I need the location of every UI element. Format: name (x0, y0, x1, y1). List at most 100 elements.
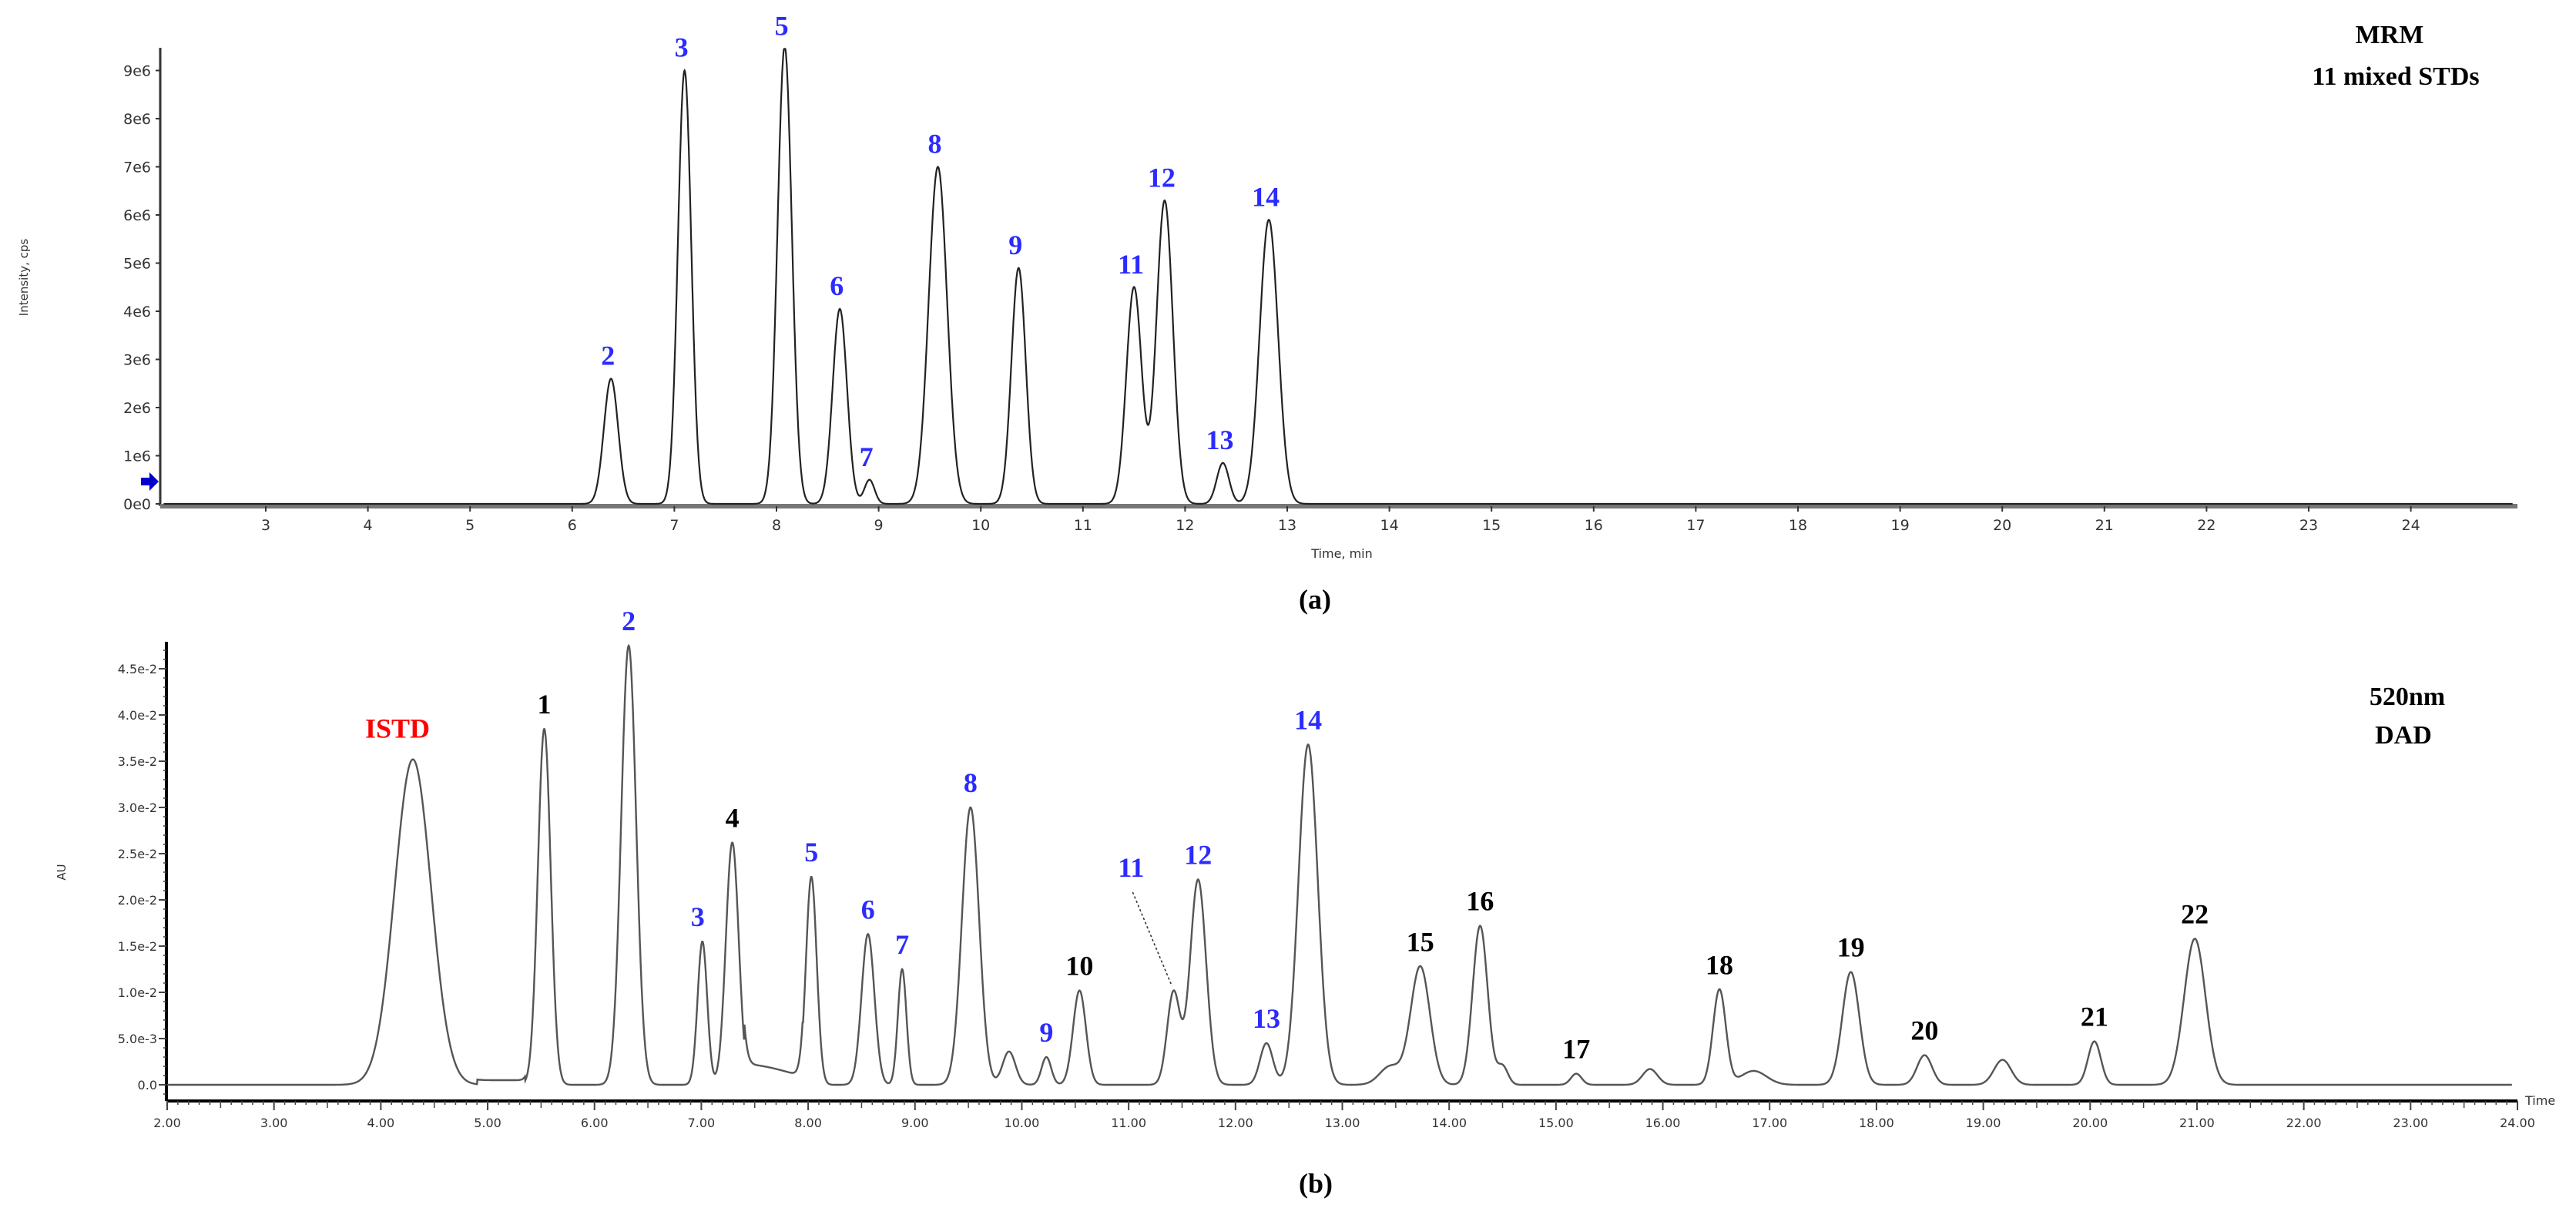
mrm-x-tick-label: 24 (2402, 517, 2420, 534)
dad-x-tick-label: 16.00 (1645, 1116, 1681, 1130)
dad-x-tick-label: 5.00 (474, 1116, 501, 1130)
dad-x-tick-label: 14.00 (1431, 1116, 1467, 1130)
mrm-peak-label: 7 (860, 441, 874, 472)
dad-peak-label: 4 (726, 803, 740, 834)
dad-peak-label: 6 (861, 894, 875, 925)
dad-y-tick-label: 1.0e-2 (118, 985, 157, 1000)
mrm-peak-label: 3 (675, 32, 689, 63)
dad-x-tick-label: 23.00 (2393, 1116, 2428, 1130)
dad-y-tick-label: 4.5e-2 (118, 662, 157, 676)
dad-x-tick-label: 3.00 (260, 1116, 288, 1130)
mrm-x-tick-label: 22 (2197, 517, 2215, 534)
mrm-peak-label: 5 (775, 10, 789, 41)
dad-peak-label: 14 (1294, 704, 1322, 735)
dad-peak-label: 1 (538, 689, 552, 720)
mrm-x-tick-label: 6 (568, 517, 577, 534)
mrm-x-tick-label: 5 (465, 517, 475, 534)
dad-x-tick-label: 8.00 (794, 1116, 822, 1130)
dad-y-tick-label: 0.0 (138, 1078, 157, 1092)
mrm-y-tick-label: 4e6 (123, 304, 151, 321)
dad-peak-label: 13 (1253, 1003, 1280, 1034)
dad-peak-label: 21 (2081, 1002, 2108, 1032)
dad-peak-label: 5 (804, 837, 818, 868)
mrm-peak-label: 6 (830, 270, 844, 301)
mrm-y-tick-label: 1e6 (123, 448, 151, 465)
mrm-x-tick-label: 3 (261, 517, 270, 534)
dad-peak-label: 16 (1466, 886, 1494, 917)
mrm-x-tick-label: 19 (1891, 517, 1910, 534)
dad-x-tick-label: 7.00 (688, 1116, 716, 1130)
dad-peak-label: 22 (2181, 898, 2209, 929)
mrm-x-tick-label: 9 (874, 517, 884, 534)
panel-a-label: (a) (1299, 584, 1331, 615)
dad-peak-label: 7 (895, 929, 909, 960)
mrm-peak-label: 14 (1252, 181, 1280, 212)
mrm-x-tick-label: 20 (1993, 517, 2011, 534)
dad-trace (167, 643, 2512, 1086)
mrm-x-tick-label: 17 (1686, 517, 1705, 534)
dad-x-tick-label: 6.00 (581, 1116, 609, 1130)
dad-x-tick-label: 13.00 (1325, 1116, 1360, 1130)
dad-y-tick-label: 4.0e-2 (118, 708, 157, 723)
mrm-subtitle: 11 mixed STDs (2312, 62, 2479, 91)
mrm-y-tick-label: 7e6 (123, 159, 151, 176)
mrm-y-axis-title: Intensity, cps (17, 239, 31, 317)
mrm-chromatogram-panel: 0e0 1e6 2e6 3e6 4e6 5e6 6e6 7e6 8e6 9e6 3 4 5 6 7 8 9 10 1… (17, 10, 2517, 615)
mrm-x-tick-label: 11 (1074, 517, 1092, 534)
mrm-peak-label: 13 (1206, 425, 1233, 455)
mrm-peak-label: 2 (601, 341, 615, 371)
dad-peak-label: 17 (1562, 1034, 1590, 1065)
mrm-y-tick-label: 3e6 (123, 352, 151, 369)
dad-x-tick-label: 21.00 (2179, 1116, 2215, 1130)
dad-peak-label: ISTD (365, 713, 430, 744)
dad-x-tick-label: 11.00 (1111, 1116, 1146, 1130)
mrm-x-tick-label: 8 (772, 517, 781, 534)
mrm-x-axis-title: Time, min (1310, 546, 1373, 561)
dad-x-tick-label: 17.00 (1752, 1116, 1787, 1130)
dad-peak-label: 2 (622, 606, 636, 636)
dad-y-tick-label: 3.0e-2 (118, 800, 157, 815)
dad-x-tick-label: 15.00 (1538, 1116, 1574, 1130)
dad-axes: 0.0 5.0e-3 1.0e-2 1.5e-2 2.0e-2 2.5e-2 3.0e-2 3… (118, 642, 2535, 1130)
dad-subtitle: DAD (2375, 721, 2432, 750)
dad-x-tick-label: 20.00 (2072, 1116, 2108, 1130)
mrm-peak-label: 11 (1118, 249, 1144, 280)
mrm-peak-label: 12 (1148, 162, 1176, 193)
dad-x-tick-label: 9.00 (901, 1116, 929, 1130)
dad-peak-label: 19 (1837, 932, 1865, 963)
dad-x-tick-label: 12.00 (1218, 1116, 1253, 1130)
dad-x-tick-label: 4.00 (367, 1116, 395, 1130)
dad-y-tick-label: 3.5e-2 (118, 754, 157, 769)
baseline-arrow-icon (141, 472, 159, 491)
dad-y-tick-label: 1.5e-2 (118, 939, 157, 954)
mrm-x-tick-label: 14 (1380, 517, 1399, 534)
mrm-x-tick-label: 21 (2095, 517, 2114, 534)
dad-peak-label: 9 (1039, 1017, 1053, 1048)
dad-y-tick-label: 2.0e-2 (118, 893, 157, 908)
dad-peak-label: 12 (1184, 840, 1212, 871)
dad-peak-label: 8 (964, 767, 978, 798)
dad-y-tick-label: 5.0e-3 (118, 1032, 157, 1046)
dad-x-tick-label: 22.00 (2286, 1116, 2322, 1130)
mrm-y-tick-label: 6e6 (123, 207, 151, 224)
mrm-x-tick-label: 15 (1482, 517, 1501, 534)
dad-x-tick-label: 2.00 (153, 1116, 181, 1130)
mrm-title: MRM (2356, 21, 2424, 49)
dad-peak-label: 20 (1910, 1015, 1938, 1046)
mrm-x-tick-label: 4 (364, 517, 373, 534)
dad-x-tick-label: 24.00 (2500, 1116, 2535, 1130)
dad-peak-label: 10 (1065, 951, 1093, 982)
mrm-trace (163, 48, 2513, 505)
mrm-x-tick-label: 18 (1789, 517, 1807, 534)
mrm-peak-labels: 2 3 5 6 7 8 9 11 12 13 14 (601, 10, 1280, 472)
dad-y-axis-title: AU (55, 864, 69, 880)
mrm-x-tick-label: 16 (1585, 517, 1603, 534)
dad-line (167, 643, 2512, 1086)
dad-peak-label: 3 (691, 901, 705, 932)
mrm-x-tick-label: 7 (669, 517, 679, 534)
mrm-line (163, 48, 2513, 505)
dad-peak-label: 18 (1706, 949, 1733, 980)
mrm-y-tick-label: 8e6 (123, 111, 151, 128)
